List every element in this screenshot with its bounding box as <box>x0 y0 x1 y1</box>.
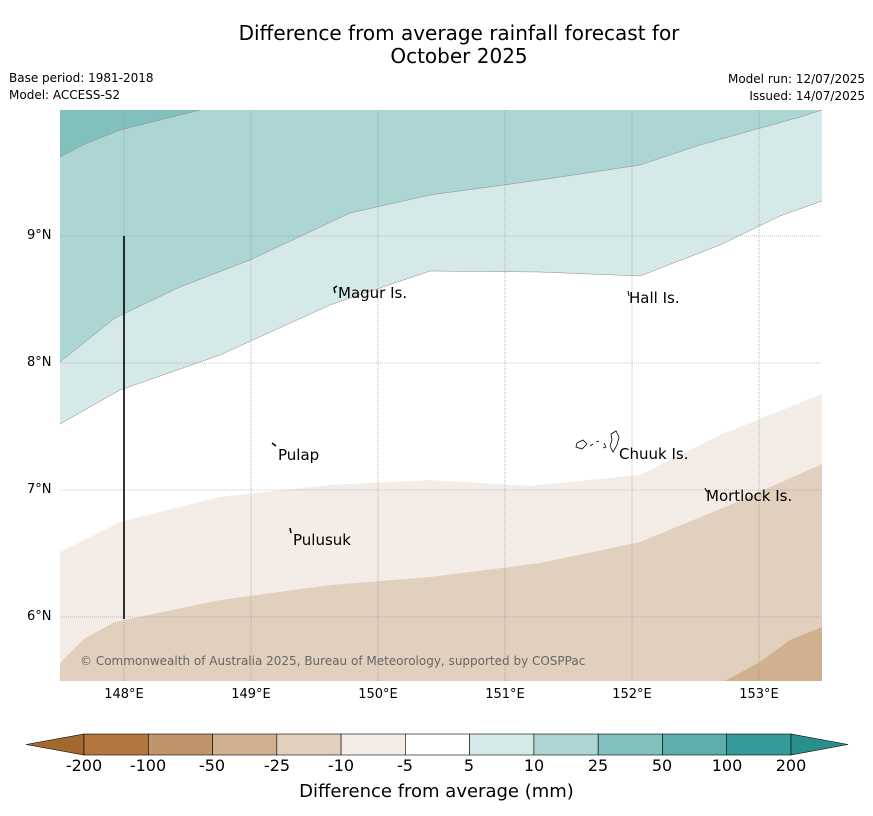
place-label-hall: Hall Is. <box>629 289 680 307</box>
lat-label: 8°N <box>27 355 52 370</box>
colorbar-swatch <box>405 733 470 756</box>
colorbar-tick-label: -200 <box>65 756 103 775</box>
colorbar-tick-label: 5 <box>463 756 475 775</box>
map-title: Difference from average rainfall forecas… <box>0 22 873 68</box>
band-25-to-50 <box>60 110 200 157</box>
lon-label: 153°E <box>739 687 779 702</box>
pulap-island-shape <box>271 442 277 447</box>
colorbar-tick-label: 50 <box>651 756 673 775</box>
colorbar-tick-label: -50 <box>198 756 226 775</box>
lon-label: 151°E <box>485 687 525 702</box>
colorbar-arrow-right <box>790 733 849 756</box>
colorbar-swatch <box>340 733 406 756</box>
place-label-pulap: Pulap <box>278 446 320 464</box>
chuuk-islands-shape <box>575 430 620 453</box>
copyright-text: © Commonwealth of Australia 2025, Bureau… <box>80 654 586 668</box>
lon-label: 152°E <box>612 687 652 702</box>
lon-label: 149°E <box>231 687 271 702</box>
colorbar-swatch <box>662 733 728 756</box>
model-text: Model: ACCESS-S2 <box>9 88 121 102</box>
colorbar <box>25 733 849 756</box>
hall-island-shape <box>627 290 630 297</box>
colorbar-tick-label: -5 <box>397 756 413 775</box>
issued-text: Issued: 14/07/2025 <box>749 89 865 103</box>
colorbar-swatch <box>533 733 599 756</box>
colorbar-arrow-left <box>25 733 85 756</box>
band-minus-25-to-minus-10 <box>60 464 822 681</box>
band-10-to-25 <box>60 110 822 362</box>
band-minus-50-to-minus-25 <box>725 627 822 681</box>
colorbar-tick-label: -25 <box>263 756 291 775</box>
gridlines <box>60 110 822 681</box>
colorbar-tick-label: 10 <box>523 756 545 775</box>
colorbar-tick-label: -10 <box>327 756 355 775</box>
lat-label: 9°N <box>27 228 52 243</box>
colorbar-tick-label: -100 <box>129 756 167 775</box>
colorbar-swatch <box>469 733 535 756</box>
colorbar-swatch <box>597 733 663 756</box>
metadata-right: Model run: 12/07/2025 Issued: 14/07/2025 <box>728 71 865 105</box>
colorbar-swatch <box>276 733 342 756</box>
contour-line <box>59 200 823 425</box>
lat-label: 6°N <box>27 609 52 624</box>
colorbar-swatch <box>147 733 213 756</box>
lat-label: 7°N <box>27 482 52 497</box>
pulusuk-island-shape <box>289 527 292 534</box>
colorbar-tick-label: 25 <box>587 756 609 775</box>
title-line-2: October 2025 <box>390 44 528 68</box>
place-label-magur: Magur Is. <box>338 284 408 302</box>
lon-label: 150°E <box>358 687 398 702</box>
colorbar-title: Difference from average (mm) <box>299 781 574 802</box>
map-area <box>59 109 823 681</box>
base-period-text: Base period: 1981-2018 <box>9 71 154 85</box>
colorbar-tick-label: 100 <box>711 756 743 775</box>
contour-line <box>59 109 823 363</box>
model-run-text: Model run: 12/07/2025 <box>727 72 865 86</box>
magur-island-shape <box>333 285 338 294</box>
mortlock-island-shape <box>704 487 708 493</box>
lon-label: 148°E <box>104 687 144 702</box>
metadata-left: Base period: 1981-2018 Model: ACCESS-S2 <box>9 70 154 104</box>
colorbar-tick-label: 200 <box>775 756 807 775</box>
place-label-mortlock: Mortlock Is. <box>706 487 793 505</box>
contour-line <box>59 109 201 158</box>
title-line-1: Difference from average rainfall forecas… <box>238 21 680 45</box>
place-label-pulusuk: Pulusuk <box>293 531 351 549</box>
colorbar-swatch <box>212 733 278 756</box>
place-label-chuuk: Chuuk Is. <box>619 445 689 463</box>
colorbar-swatch <box>726 733 792 756</box>
colorbar-swatch <box>83 733 149 756</box>
